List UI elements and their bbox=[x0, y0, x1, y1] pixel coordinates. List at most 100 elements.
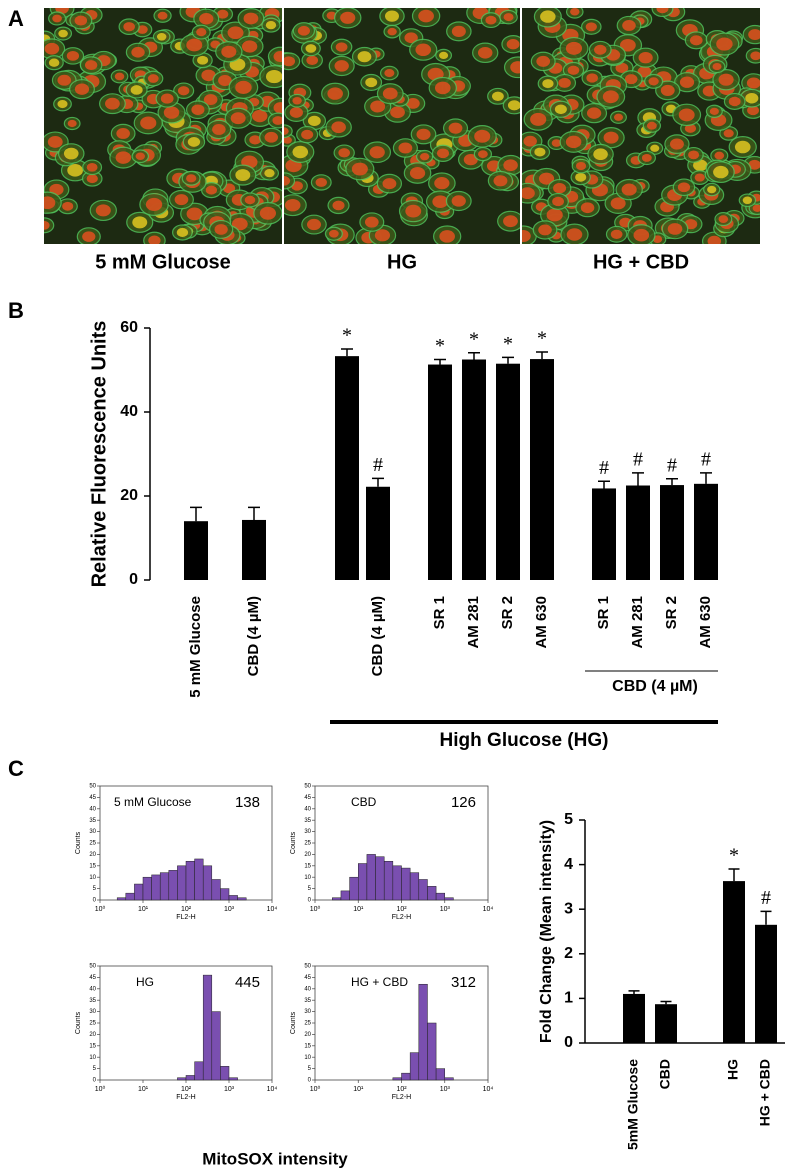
nucleus bbox=[82, 231, 96, 242]
nucleus bbox=[264, 169, 275, 178]
x-tick-label: 10⁴ bbox=[267, 1086, 278, 1093]
nucleus bbox=[586, 73, 598, 83]
histogram-bar bbox=[177, 1077, 187, 1081]
nucleus bbox=[677, 182, 691, 193]
nucleus bbox=[205, 185, 218, 195]
nucleus bbox=[390, 106, 405, 119]
nucleus bbox=[116, 128, 130, 139]
x-tick-label: SR 1 bbox=[431, 596, 448, 629]
y-tick-label: 1 bbox=[564, 990, 573, 1007]
histogram-bar bbox=[116, 897, 127, 901]
nucleus bbox=[301, 129, 314, 140]
histogram-bar bbox=[409, 872, 420, 901]
y-tick-label: 15 bbox=[304, 863, 311, 869]
nucleus bbox=[305, 44, 317, 53]
nucleus bbox=[186, 174, 197, 183]
nucleus bbox=[67, 119, 77, 128]
histogram-bar bbox=[427, 1022, 437, 1081]
nucleus bbox=[415, 43, 432, 57]
x-tick-label: SR 1 bbox=[595, 596, 612, 629]
nucleus bbox=[474, 129, 491, 143]
histogram-bar bbox=[194, 1061, 204, 1081]
cells bbox=[522, 8, 760, 244]
histogram-bar bbox=[427, 886, 437, 901]
y-tick-label: 10 bbox=[89, 875, 96, 881]
nucleus bbox=[575, 172, 587, 182]
nucleus bbox=[307, 115, 321, 127]
nucleus bbox=[448, 122, 463, 134]
significance-marker: * bbox=[503, 333, 513, 355]
y-tick-label: 30 bbox=[304, 829, 311, 835]
bar bbox=[335, 356, 359, 580]
x-tick-label: 10⁰ bbox=[95, 905, 106, 913]
y-axis-label: Counts bbox=[75, 1011, 82, 1034]
nucleus bbox=[272, 116, 282, 125]
significance-marker: # bbox=[701, 448, 711, 470]
bar bbox=[626, 485, 650, 580]
error-bar bbox=[341, 348, 353, 357]
nucleus bbox=[273, 102, 282, 114]
histogram-bar bbox=[409, 1052, 420, 1081]
significance-marker: # bbox=[761, 887, 771, 909]
nucleus bbox=[201, 69, 216, 82]
nucleus bbox=[47, 136, 63, 148]
x-tick-label: 10⁰ bbox=[310, 1085, 321, 1093]
nucleus bbox=[135, 152, 145, 161]
x-tick-label: 10⁰ bbox=[95, 1085, 106, 1093]
y-tick-label: 20 bbox=[89, 852, 96, 858]
nucleus bbox=[669, 138, 684, 150]
nucleus bbox=[132, 216, 148, 229]
error-bar bbox=[536, 351, 548, 360]
nucleus bbox=[648, 77, 659, 86]
histogram-bar bbox=[185, 1075, 195, 1081]
histogram-bar bbox=[392, 865, 402, 901]
x-tick-label: CBD bbox=[657, 1059, 673, 1089]
bar bbox=[242, 519, 266, 580]
y-tick-label: 45 bbox=[304, 975, 311, 981]
nucleus bbox=[558, 77, 571, 88]
error-bar bbox=[468, 352, 480, 360]
y-tick-label: 0 bbox=[93, 1078, 97, 1084]
histogram-title: HG bbox=[136, 975, 154, 989]
y-axis-label: Counts bbox=[290, 1011, 297, 1034]
nucleus bbox=[221, 45, 237, 58]
group-label: High Glucose (HG) bbox=[440, 730, 609, 751]
significance-marker: * bbox=[469, 328, 479, 350]
y-tick-label: 40 bbox=[120, 403, 138, 420]
x-tick-label: 10³ bbox=[440, 1086, 451, 1093]
nucleus bbox=[44, 220, 50, 230]
nucleus bbox=[503, 159, 518, 172]
nucleus bbox=[728, 96, 741, 107]
panel-label: B bbox=[8, 298, 24, 323]
nucleus bbox=[364, 216, 379, 228]
nucleus bbox=[718, 73, 734, 86]
nucleus bbox=[522, 229, 531, 242]
nucleus bbox=[244, 195, 256, 205]
nucleus bbox=[554, 104, 567, 115]
nucleus bbox=[115, 151, 132, 164]
nucleus bbox=[565, 41, 583, 55]
x-tick-label: AM 281 bbox=[629, 596, 646, 649]
y-tick-label: 35 bbox=[304, 818, 311, 824]
nucleus bbox=[748, 29, 760, 41]
significance-marker: * bbox=[729, 845, 739, 867]
histogram-value: 138 bbox=[235, 794, 260, 811]
histogram-bar bbox=[220, 1066, 230, 1081]
nucleus bbox=[522, 187, 535, 200]
nucleus bbox=[340, 11, 356, 24]
panel-label: C bbox=[8, 756, 24, 781]
y-tick-label: 15 bbox=[89, 1043, 96, 1049]
x-tick-label: 10³ bbox=[440, 906, 451, 913]
nucleus bbox=[615, 62, 629, 73]
nucleus bbox=[463, 153, 478, 166]
nucleus bbox=[191, 104, 205, 115]
bar bbox=[462, 359, 486, 580]
histogram-bar bbox=[332, 897, 342, 901]
y-tick-label: 45 bbox=[304, 795, 311, 801]
nucleus bbox=[284, 176, 291, 186]
nucleus bbox=[709, 107, 719, 115]
nucleus bbox=[331, 121, 346, 134]
histogram-title: CBD bbox=[351, 795, 377, 809]
nucleus bbox=[552, 196, 564, 207]
nucleus bbox=[534, 147, 546, 157]
